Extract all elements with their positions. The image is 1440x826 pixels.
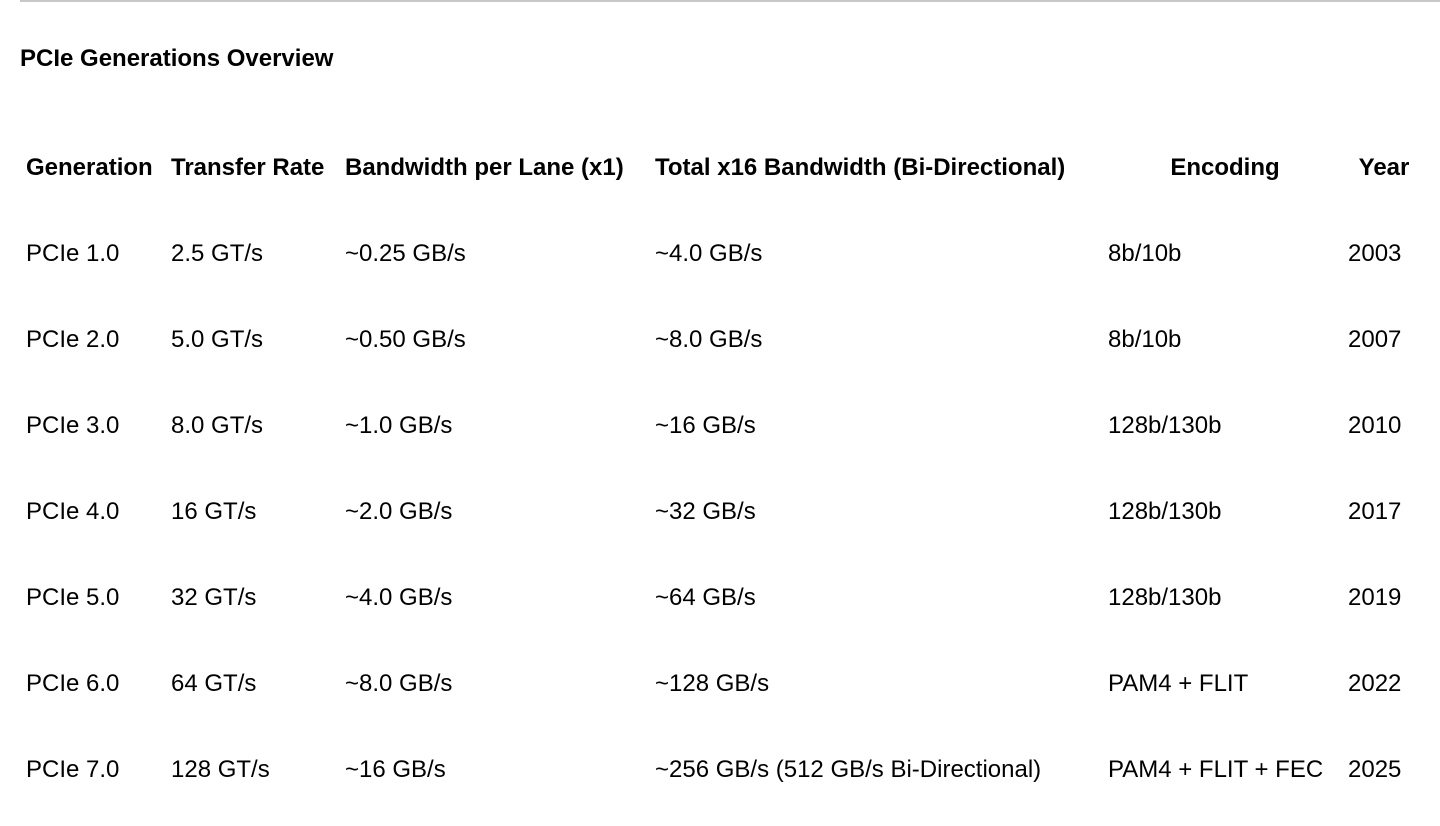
column-header-bandwidth-per-lane: Bandwidth per Lane (x1) bbox=[345, 154, 624, 181]
cell-generation: PCIe 5.0 bbox=[26, 584, 120, 611]
column-header-total-x16-bandwidth: Total x16 Bandwidth (Bi-Directional) bbox=[655, 154, 1066, 181]
table-body: PCIe 1.0 2.5 GT/s ~0.25 GB/s ~4.0 GB/s 8… bbox=[20, 211, 1420, 813]
cell-generation: PCIe 4.0 bbox=[26, 498, 120, 525]
cell-transfer-rate: 5.0 GT/s bbox=[171, 326, 264, 353]
column-header-generation: Generation bbox=[26, 154, 153, 181]
cell-year: 2003 bbox=[1348, 240, 1402, 267]
table-header: Generation Transfer Rate Bandwidth per L… bbox=[20, 125, 1420, 211]
cell-encoding: 128b/130b bbox=[1108, 412, 1222, 439]
column-header-transfer-rate: Transfer Rate bbox=[171, 154, 325, 181]
column-header-year: Year bbox=[1358, 154, 1410, 181]
cell-year: 2010 bbox=[1348, 412, 1402, 439]
cell-encoding: 8b/10b bbox=[1108, 326, 1182, 353]
cell-encoding: PAM4 + FLIT + FEC bbox=[1108, 756, 1324, 783]
cell-year: 2017 bbox=[1348, 498, 1402, 525]
cell-total-x16-bandwidth: ~256 GB/s (512 GB/s Bi-Directional) bbox=[655, 756, 1042, 783]
cell-transfer-rate: 32 GT/s bbox=[171, 584, 257, 611]
cell-year: 2019 bbox=[1348, 584, 1402, 611]
table-row: PCIe 4.0 16 GT/s ~2.0 GB/s ~32 GB/s 128b… bbox=[20, 469, 1420, 555]
cell-total-x16-bandwidth: ~8.0 GB/s bbox=[655, 326, 763, 353]
cell-transfer-rate: 16 GT/s bbox=[171, 498, 257, 525]
cell-bandwidth-per-lane: ~1.0 GB/s bbox=[345, 412, 453, 439]
cell-bandwidth-per-lane: ~0.50 GB/s bbox=[345, 326, 466, 353]
cell-generation: PCIe 7.0 bbox=[26, 756, 120, 783]
cell-generation: PCIe 6.0 bbox=[26, 670, 120, 697]
cell-total-x16-bandwidth: ~128 GB/s bbox=[655, 670, 770, 697]
cell-total-x16-bandwidth: ~16 GB/s bbox=[655, 412, 756, 439]
table-row: PCIe 7.0 128 GT/s ~16 GB/s ~256 GB/s (51… bbox=[20, 727, 1420, 813]
table-row: PCIe 3.0 8.0 GT/s ~1.0 GB/s ~16 GB/s 128… bbox=[20, 383, 1420, 469]
cell-total-x16-bandwidth: ~4.0 GB/s bbox=[655, 240, 763, 267]
cell-bandwidth-per-lane: ~4.0 GB/s bbox=[345, 584, 453, 611]
cell-encoding: 8b/10b bbox=[1108, 240, 1182, 267]
header-row: Generation Transfer Rate Bandwidth per L… bbox=[20, 125, 1420, 211]
table-row: PCIe 1.0 2.5 GT/s ~0.25 GB/s ~4.0 GB/s 8… bbox=[20, 211, 1420, 297]
cell-transfer-rate: 2.5 GT/s bbox=[171, 240, 264, 267]
table-row: PCIe 5.0 32 GT/s ~4.0 GB/s ~64 GB/s 128b… bbox=[20, 555, 1420, 641]
cell-transfer-rate: 64 GT/s bbox=[171, 670, 257, 697]
cell-year: 2025 bbox=[1348, 756, 1402, 783]
column-header-encoding: Encoding bbox=[1170, 154, 1280, 181]
cell-total-x16-bandwidth: ~32 GB/s bbox=[655, 498, 756, 525]
cell-total-x16-bandwidth: ~64 GB/s bbox=[655, 584, 756, 611]
cell-encoding: PAM4 + FLIT bbox=[1108, 670, 1249, 697]
cell-year: 2007 bbox=[1348, 326, 1402, 353]
top-divider bbox=[20, 0, 1440, 2]
table-row: PCIe 6.0 64 GT/s ~8.0 GB/s ~128 GB/s PAM… bbox=[20, 641, 1420, 727]
cell-year: 2022 bbox=[1348, 670, 1402, 697]
table-row: PCIe 2.0 5.0 GT/s ~0.50 GB/s ~8.0 GB/s 8… bbox=[20, 297, 1420, 383]
cell-encoding: 128b/130b bbox=[1108, 584, 1222, 611]
cell-transfer-rate: 128 GT/s bbox=[171, 756, 270, 783]
page-title: PCIe Generations Overview bbox=[20, 45, 334, 72]
cell-transfer-rate: 8.0 GT/s bbox=[171, 412, 264, 439]
pcie-generations-table: Generation Transfer Rate Bandwidth per L… bbox=[20, 125, 1420, 813]
cell-generation: PCIe 3.0 bbox=[26, 412, 120, 439]
cell-bandwidth-per-lane: ~2.0 GB/s bbox=[345, 498, 453, 525]
cell-bandwidth-per-lane: ~16 GB/s bbox=[345, 756, 446, 783]
cell-bandwidth-per-lane: ~0.25 GB/s bbox=[345, 240, 466, 267]
cell-bandwidth-per-lane: ~8.0 GB/s bbox=[345, 670, 453, 697]
cell-generation: PCIe 2.0 bbox=[26, 326, 120, 353]
cell-generation: PCIe 1.0 bbox=[26, 240, 120, 267]
cell-encoding: 128b/130b bbox=[1108, 498, 1222, 525]
